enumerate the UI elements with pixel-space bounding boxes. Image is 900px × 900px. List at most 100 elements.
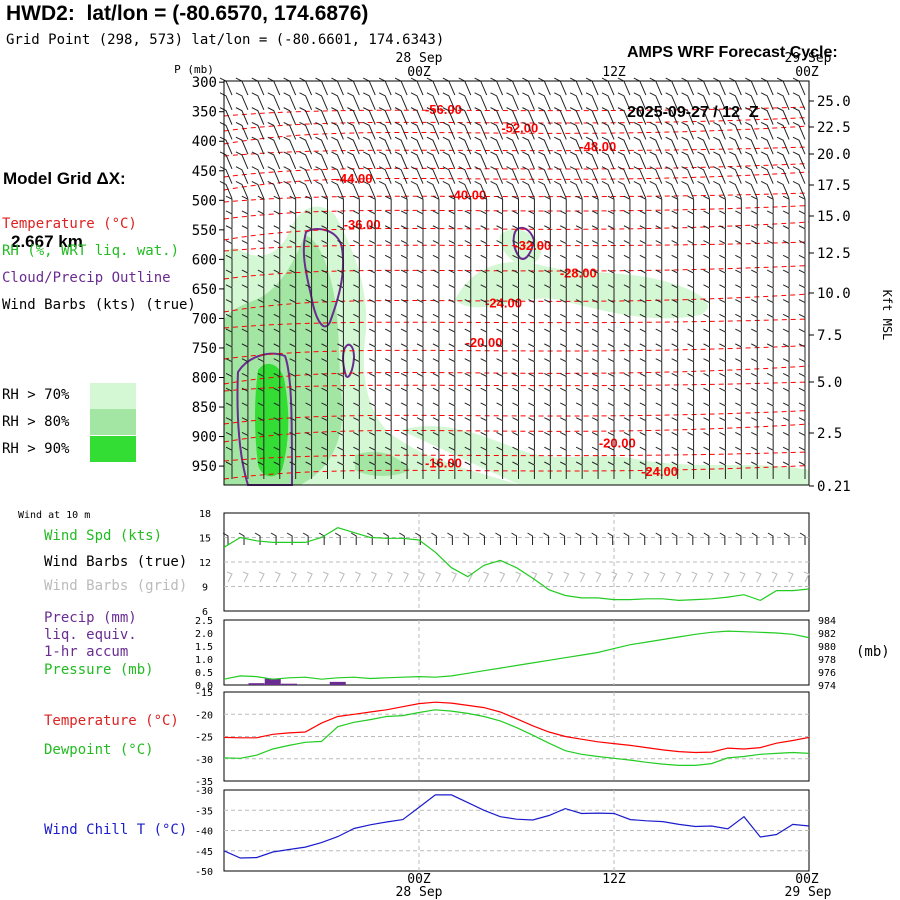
wind-barb xyxy=(782,417,790,435)
wind-barb xyxy=(321,446,328,465)
wind-barb xyxy=(273,210,281,228)
wind-barb xyxy=(369,432,376,450)
wind-barb xyxy=(760,107,774,125)
precip-tick-label: 1.0 xyxy=(195,655,213,666)
wind-barb xyxy=(528,417,535,435)
wind-barb xyxy=(623,446,631,465)
wind-barb xyxy=(623,432,631,450)
precip-bar xyxy=(281,683,297,685)
wind-barb xyxy=(538,121,551,140)
wind-barb xyxy=(751,284,758,302)
wind-barb xyxy=(400,225,408,243)
wind-barb xyxy=(776,136,790,155)
wind-barb xyxy=(400,461,408,480)
wind-barb xyxy=(554,166,567,184)
wind-barb-true xyxy=(511,532,517,545)
wind-barb xyxy=(713,136,726,155)
wind-barb xyxy=(671,417,679,435)
wind-barb xyxy=(792,107,806,125)
wind-barb xyxy=(575,358,583,376)
wind-barb xyxy=(241,402,249,420)
wind-barb xyxy=(384,313,392,332)
wind-barb xyxy=(798,343,806,361)
wind-barb xyxy=(363,136,376,155)
wind-barb-grid xyxy=(499,571,506,583)
precip-tick-label: 2.0 xyxy=(195,629,213,640)
wind-barb-grid xyxy=(306,571,313,583)
wind-barb xyxy=(735,417,742,435)
wind-barb xyxy=(623,358,631,376)
wind-barb-true xyxy=(366,532,373,545)
wind-barb xyxy=(591,299,599,317)
wind-barb xyxy=(601,107,615,125)
forecast-cycle-value: 2025-09-27 / 12 Z xyxy=(627,104,759,121)
wind-barb xyxy=(251,121,265,140)
wind-barb xyxy=(273,269,281,288)
wind-barb xyxy=(225,299,233,317)
wind-barb xyxy=(544,417,551,435)
wind-barb xyxy=(219,92,233,111)
wind-barb xyxy=(353,225,360,243)
wind-barb xyxy=(347,151,360,170)
wind-barb xyxy=(432,313,440,332)
wind-barb xyxy=(623,195,631,214)
wind-barb xyxy=(353,269,360,288)
wind-barb xyxy=(480,432,488,450)
wind-barb xyxy=(751,299,758,317)
wind-barb xyxy=(416,417,424,435)
wind-barb xyxy=(241,446,249,465)
wind-barb-grid xyxy=(242,571,249,583)
wind-barb xyxy=(671,328,679,347)
isotherm-line-4 xyxy=(223,163,810,178)
wind-barb xyxy=(273,387,281,406)
wind-barb xyxy=(729,121,742,140)
wind-barb xyxy=(337,254,344,273)
wind-barb xyxy=(410,121,424,140)
wind-barb xyxy=(219,181,233,199)
wind-barb-grid xyxy=(707,571,714,583)
height-tick-label: 5.0 xyxy=(817,375,842,391)
wind-barb xyxy=(544,284,551,302)
wind-barb xyxy=(665,151,679,170)
pressure-unit-label: (mb) xyxy=(856,644,890,660)
wind-barb xyxy=(687,446,695,465)
precip-bar xyxy=(329,681,346,685)
isotherm-line-13 xyxy=(223,345,810,360)
wind-barb xyxy=(607,343,615,361)
wind-barb xyxy=(655,328,663,347)
wind-barb xyxy=(273,299,281,317)
wind-barb xyxy=(305,284,313,302)
wind-barb xyxy=(448,240,456,258)
wind-barb xyxy=(687,284,695,302)
wind-barb xyxy=(655,402,663,420)
wind-barb xyxy=(575,387,583,406)
wind-barb xyxy=(607,313,615,332)
wind-barb xyxy=(321,299,328,317)
wind-barb xyxy=(607,387,615,406)
wind-barb xyxy=(591,240,599,258)
wind-barb xyxy=(384,328,392,347)
pressure-tick-label: 550 xyxy=(192,223,217,239)
wind-barb xyxy=(569,107,583,125)
wind-barb xyxy=(591,461,599,480)
wind-barb xyxy=(687,313,695,332)
wind-barb xyxy=(591,358,599,376)
wind-barb xyxy=(607,269,615,288)
wind-barb-true xyxy=(383,532,389,545)
wind-barb xyxy=(347,166,360,184)
wind-barb xyxy=(331,121,344,140)
wind-barb xyxy=(241,195,249,214)
pressure-tick-label: 980 xyxy=(818,642,836,653)
wind-barb xyxy=(257,402,265,420)
wind-barb xyxy=(575,328,583,347)
wind-barb xyxy=(687,432,695,450)
wind-barb xyxy=(384,387,392,406)
wind-barb xyxy=(512,210,519,228)
wind-barb xyxy=(569,181,583,199)
wind-barb xyxy=(560,195,567,214)
wind-barb xyxy=(353,313,360,332)
wind-barb xyxy=(289,210,297,228)
wind-barb xyxy=(321,343,328,361)
wind-barb xyxy=(458,92,472,111)
wind-barb xyxy=(225,372,233,391)
